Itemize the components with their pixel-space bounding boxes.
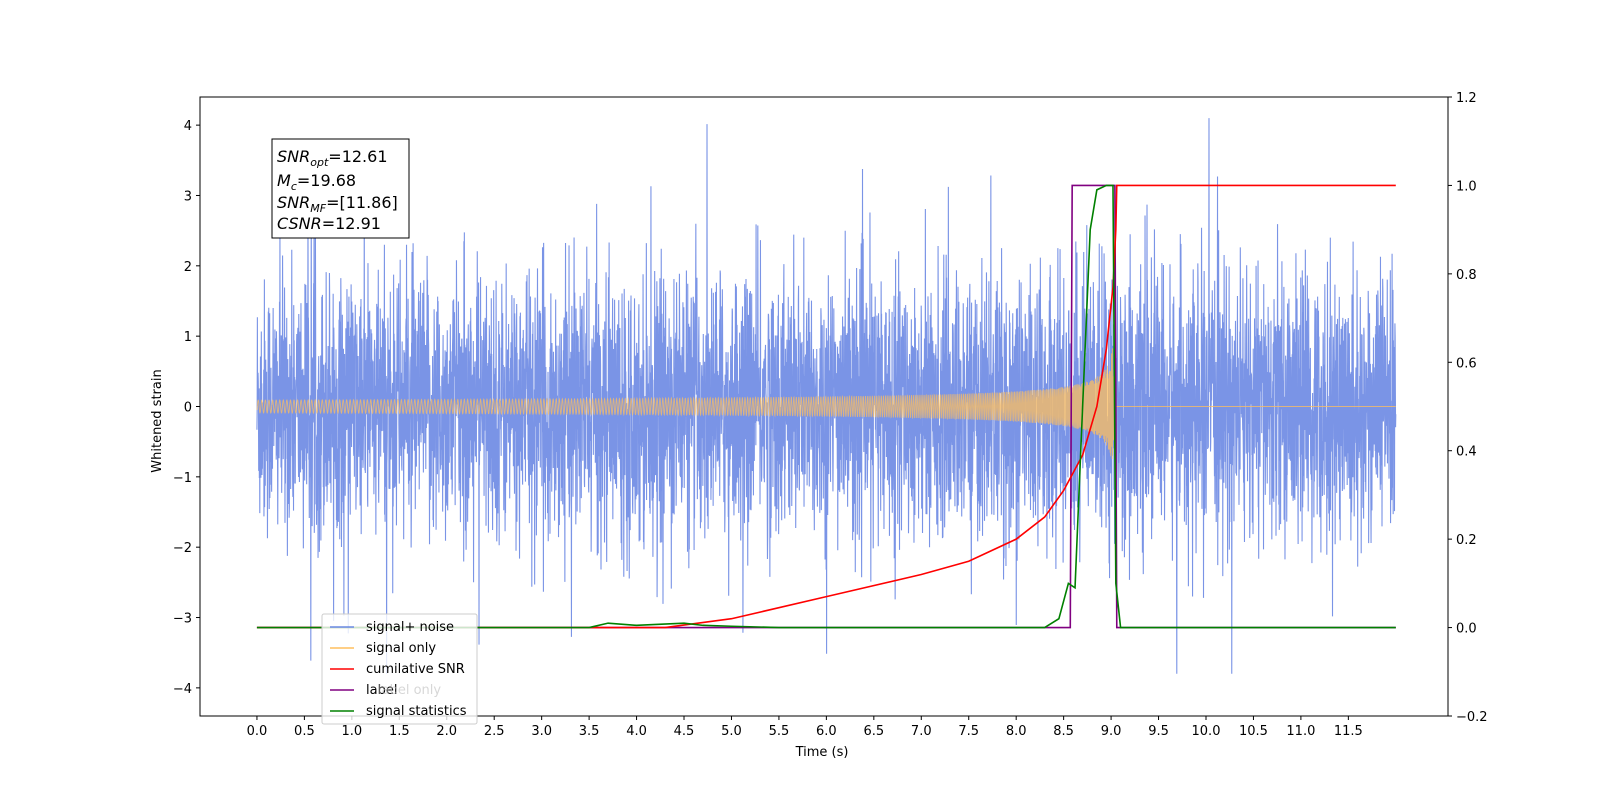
legend-signal-statistics-text: signal statistics <box>366 704 467 719</box>
x-tick-label: 10.5 <box>1239 724 1268 739</box>
left-y-tick-label: 0 <box>184 401 192 416</box>
x-tick-label: 6.5 <box>863 724 884 739</box>
x-tick-label: 4.0 <box>626 724 647 739</box>
x-tick-label: 5.0 <box>721 724 742 739</box>
x-tick-label: 3.0 <box>531 724 552 739</box>
right-y-tick-label: 0.4 <box>1456 445 1477 460</box>
x-tick-label: 5.5 <box>769 724 790 739</box>
legend-signal-only-text: signal only <box>366 641 436 656</box>
left-y-tick-label: −3 <box>173 612 192 627</box>
mc-text: Mc=19.68 <box>277 171 356 193</box>
x-tick-label: 1.0 <box>342 724 363 739</box>
x-tick-label: 9.5 <box>1148 724 1169 739</box>
x-tick-label: 0.0 <box>247 724 268 739</box>
legend-label-text: label <box>366 683 397 698</box>
legend-label-only-text: label only <box>378 683 441 698</box>
annotation-box: SNRopt=12.61 Mc=19.68 SNRMF=[11.86] CSNR… <box>271 138 410 239</box>
right-y-tick-label: 0.8 <box>1456 268 1477 283</box>
series-signal-noise-line <box>256 118 1397 674</box>
x-tick-label: 11.0 <box>1286 724 1315 739</box>
x-tick-label: 1.5 <box>389 724 410 739</box>
right-y-tick-label: 1.0 <box>1456 179 1477 194</box>
x-tick-label: 10.0 <box>1192 724 1221 739</box>
x-tick-label: 9.0 <box>1101 724 1122 739</box>
snr-opt-text: SNRopt=12.61 <box>277 147 388 169</box>
x-tick-label: 2.5 <box>484 724 505 739</box>
left-y-tick-label: 3 <box>184 189 192 204</box>
right-y-tick-label: 0.6 <box>1456 356 1477 371</box>
left-y-tick-label: −1 <box>173 471 192 486</box>
legend-cumilative-snr-text: cumilative SNR <box>366 662 465 677</box>
series-layer <box>256 118 1397 674</box>
left-y-tick-label: 1 <box>184 330 192 345</box>
right-y-tick-label: 1.2 <box>1456 91 1477 106</box>
left-y-tick-label: −4 <box>173 682 192 697</box>
right-y-tick-label: −0.2 <box>1456 710 1488 725</box>
left-y-tick-label: −2 <box>173 541 192 556</box>
x-tick-label: 0.5 <box>294 724 315 739</box>
legend: signal+ noise signal only cumilative SNR la… <box>321 613 478 725</box>
x-tick-label: 8.5 <box>1053 724 1074 739</box>
x-tick-label: 8.0 <box>1006 724 1027 739</box>
right-y-tick-label: 0.2 <box>1456 533 1477 548</box>
y-axis-label: Whitened strain <box>150 369 165 472</box>
x-tick-label: 11.5 <box>1334 724 1363 739</box>
left-y-tick-label: 4 <box>184 119 192 134</box>
x-tick-label: 7.0 <box>911 724 932 739</box>
legend-signal-noise-text: signal+ noise <box>366 620 454 635</box>
left-y-tick-label: 2 <box>184 260 192 275</box>
x-tick-label: 7.5 <box>958 724 979 739</box>
x-tick-label: 6.0 <box>816 724 837 739</box>
csnr-text: CSNR=12.91 <box>277 214 381 233</box>
series-cumilative-snr-line <box>256 184 1396 629</box>
x-tick-label: 2.0 <box>436 724 457 739</box>
x-axis-label: Time (s) <box>795 745 849 760</box>
right-y-tick-label: 0.0 <box>1456 622 1477 637</box>
snr-mf-text: SNRMF=[11.86] <box>277 193 398 215</box>
series-signal-statistics-line <box>256 184 1396 629</box>
series-signal-only-line <box>256 309 1396 486</box>
x-tick-label: 3.5 <box>579 724 600 739</box>
x-tick-label: 4.5 <box>674 724 695 739</box>
axes-layer: 0.0 0.5 1.0 1.5 2.0 2.5 3.0 3.5 4.0 4.5 5.0 5.5 6.0 6… <box>173 91 1488 739</box>
